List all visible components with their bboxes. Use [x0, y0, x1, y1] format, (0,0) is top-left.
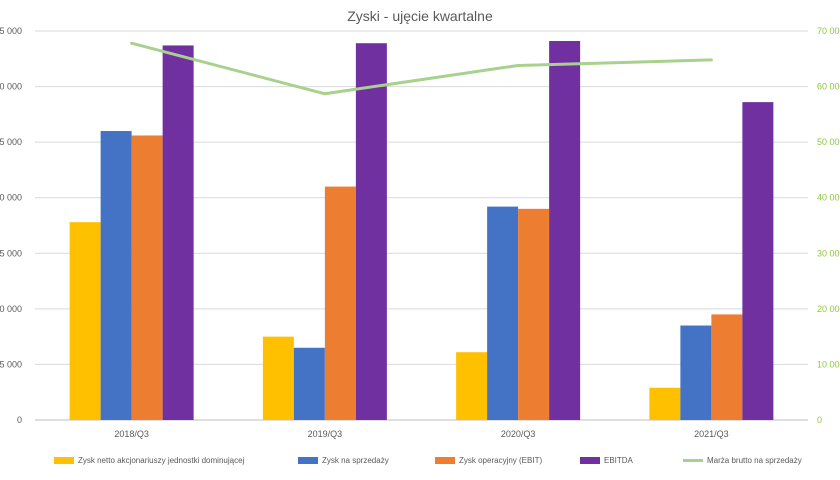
legend-swatch — [298, 457, 318, 464]
right-tick-label: 30 000 — [817, 248, 840, 258]
bar-Zysk netto akcjonariuszy jednostki dominującej — [69, 222, 101, 420]
legend: Zysk netto akcjonariuszy jednostki domin… — [54, 456, 802, 465]
right-tick-label: 10 000 — [817, 359, 840, 369]
right-axis-ticks: 0 10 000 20 000 30 000 40 000 50 000 60 000 70 … — [817, 26, 840, 425]
category-label: 2020/Q3 — [501, 429, 536, 439]
bar-Zysk netto akcjonariuszy jednostki dominującej — [262, 336, 294, 420]
left-tick-label: 5 000 — [0, 359, 22, 369]
left-tick-label: 10 000 — [0, 304, 22, 314]
legend-label: Zysk operacyjny (EBIT) — [459, 456, 542, 465]
category-axis: 2018/Q3 2019/Q3 2020/Q3 2021/Q3 — [114, 429, 728, 439]
left-axis-ticks: 0 5 000 10 000 15 000 20 000 25 000 30 000 35 0… — [0, 26, 22, 425]
line-Marża brutto na sprzedaży — [131, 41, 712, 96]
bar-series — [69, 41, 774, 421]
bar-Zysk operacyjny (EBIT) — [324, 186, 356, 420]
right-tick-label: 60 000 — [817, 82, 840, 92]
bar-Zysk na sprzedaży — [293, 347, 325, 420]
left-tick-label: 20 000 — [0, 193, 22, 203]
right-tick-label: 40 000 — [817, 193, 840, 203]
category-label: 2019/Q3 — [308, 429, 343, 439]
bar-Zysk netto akcjonariuszy jednostki dominującej — [649, 387, 681, 420]
legend-swatch — [54, 457, 74, 464]
bar-Zysk netto akcjonariuszy jednostki dominującej — [456, 352, 488, 420]
line-point — [709, 58, 713, 62]
right-tick-label: 20 000 — [817, 304, 840, 314]
bar-EBITDA — [549, 41, 581, 420]
legend-label: EBITDA — [604, 456, 634, 465]
chart-title: Zyski - ujęcie kwartalne — [347, 8, 493, 24]
left-tick-label: 25 000 — [0, 137, 22, 147]
legend-swatch — [580, 457, 600, 464]
right-tick-label: 0 — [817, 415, 822, 425]
left-tick-label: 15 000 — [0, 248, 22, 258]
legend-label: Zysk netto akcjonariuszy jednostki domin… — [78, 456, 245, 465]
category-label: 2018/Q3 — [114, 429, 149, 439]
legend-label: Marża brutto na sprzedaży — [707, 456, 802, 465]
bar-EBITDA — [742, 102, 774, 420]
right-tick-label: 50 000 — [817, 137, 840, 147]
bar-EBITDA — [355, 43, 387, 421]
right-tick-label: 70 000 — [817, 26, 840, 36]
bar-Zysk operacyjny (EBIT) — [711, 314, 743, 420]
line-point — [130, 41, 134, 45]
left-tick-label: 35 000 — [0, 26, 22, 36]
left-tick-label: 30 000 — [0, 82, 22, 92]
line-series — [130, 41, 713, 96]
line-point — [323, 92, 327, 96]
bar-Zysk na sprzedaży — [100, 131, 132, 420]
bar-Zysk operacyjny (EBIT) — [518, 208, 550, 420]
line-point — [516, 63, 520, 67]
bar-Zysk operacyjny (EBIT) — [131, 135, 163, 420]
bar-EBITDA — [162, 45, 194, 420]
legend-label: Zysk na sprzedaży — [322, 456, 389, 465]
legend-swatch — [435, 457, 455, 464]
bar-Zysk na sprzedaży — [487, 206, 519, 420]
category-label: 2021/Q3 — [694, 429, 729, 439]
bar-Zysk na sprzedaży — [680, 325, 712, 420]
left-tick-label: 0 — [17, 415, 22, 425]
